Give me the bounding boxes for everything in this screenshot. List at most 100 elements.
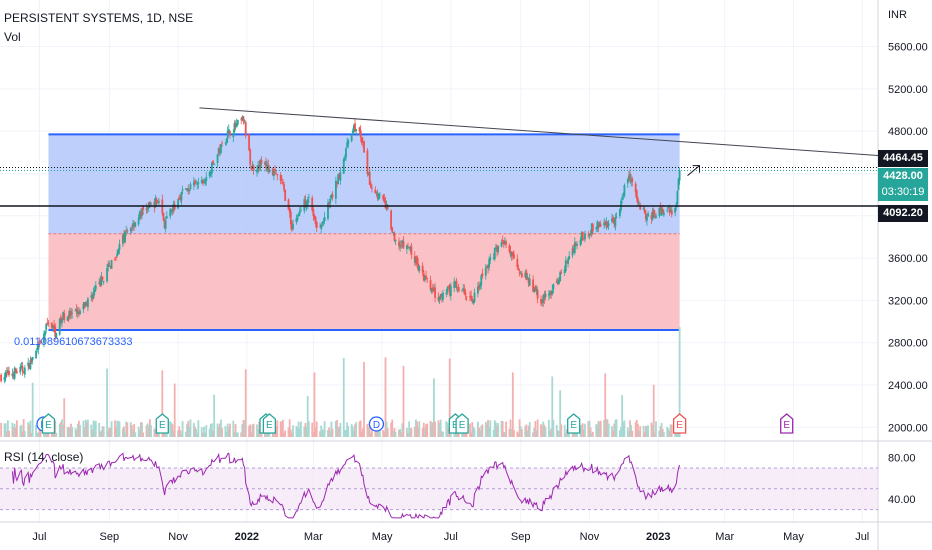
candle-body: [71, 312, 74, 314]
time-tick-label: Sep: [100, 531, 120, 543]
price-tick-label: 5200.00: [888, 84, 928, 96]
arrow-up-right-icon: [687, 165, 701, 176]
volume-bar: [509, 419, 512, 437]
candle-body: [123, 233, 125, 241]
candle-body: [534, 286, 537, 291]
volume-bar: [146, 423, 149, 437]
volume-bar: [670, 424, 673, 437]
volume-bar: [132, 430, 134, 437]
volume-bar: [378, 425, 381, 437]
candle-body: [240, 119, 243, 121]
volume-bar: [133, 423, 136, 437]
volume-bar: [38, 427, 41, 437]
candle-body: [267, 164, 270, 172]
candle-body: [4, 372, 7, 379]
volume-bar: [438, 423, 441, 437]
volume-bar: [216, 423, 219, 437]
volume-bar: [422, 422, 425, 437]
candle-body: [242, 116, 245, 122]
candle-body: [646, 216, 648, 221]
volume-bar: [229, 423, 231, 437]
zone-rectangles: [48, 133, 680, 331]
candle-body: [16, 371, 18, 373]
candle-body: [566, 261, 568, 264]
candle-body: [195, 182, 198, 184]
time-tick-label: Mar: [304, 531, 323, 543]
candle-body: [172, 203, 175, 210]
candle-body: [366, 150, 369, 175]
candle-body: [297, 213, 300, 216]
candle-body: [102, 281, 105, 282]
volume-bar: [634, 422, 637, 437]
volume-bar: [292, 425, 294, 437]
volume-bar: [284, 430, 287, 437]
candle-body: [315, 222, 318, 229]
candle-body: [28, 363, 31, 369]
candle-body: [209, 171, 212, 175]
volume-bar: [266, 430, 269, 437]
candle-body: [30, 358, 33, 362]
volume-bar: [192, 423, 195, 437]
volume-bar: [154, 429, 157, 437]
candle-body: [36, 348, 39, 351]
candle-body: [653, 215, 656, 218]
candle-body: [611, 218, 613, 222]
volume-bar: [327, 430, 329, 437]
volume-bar: [464, 432, 467, 437]
volume-bar: [647, 425, 649, 437]
candle-body: [200, 180, 203, 184]
volume-bar: [447, 427, 450, 437]
volume-bar: [650, 422, 653, 437]
volume-bar: [79, 424, 81, 437]
candle-body: [629, 173, 631, 181]
candle-body: [256, 169, 258, 173]
volume-bar: [241, 424, 244, 437]
volume-bar: [109, 428, 112, 437]
candle-body: [457, 287, 460, 292]
candle-body: [194, 180, 196, 185]
event-label: E: [570, 420, 577, 431]
candle-body: [114, 258, 116, 260]
candle-body: [639, 204, 642, 210]
candle-body: [422, 273, 425, 281]
candle-body: [342, 159, 345, 174]
volume-bar: [495, 422, 497, 437]
candle-body: [488, 259, 491, 268]
candle-body: [322, 220, 325, 222]
volume-bar: [181, 421, 184, 437]
volume-bar: [518, 419, 521, 437]
candle-body: [252, 165, 255, 171]
candle-body: [99, 280, 102, 287]
volume-bar: [298, 428, 301, 437]
volume-bar: [580, 424, 583, 437]
volume-bar: [615, 419, 618, 437]
candle-body: [306, 199, 309, 205]
candle-body: [187, 188, 190, 192]
candle-body: [311, 197, 314, 211]
candle-body: [331, 194, 334, 198]
volume-bar: [575, 432, 577, 437]
volume-bar: [94, 420, 97, 437]
time-tick-label: May: [372, 531, 393, 543]
volume-bar: [250, 432, 253, 437]
volume-bar: [551, 376, 554, 437]
volume-bar: [623, 420, 626, 437]
candle-body: [87, 298, 89, 308]
volume-bar: [408, 421, 411, 437]
volume-bar: [90, 424, 93, 437]
candle-body: [666, 210, 669, 212]
candle-body: [445, 292, 448, 294]
candle-body: [374, 189, 377, 194]
candle-body: [137, 217, 140, 225]
volume-bar: [54, 420, 57, 437]
candle-body: [313, 215, 316, 219]
candle-body: [607, 223, 610, 226]
volume-bar: [84, 419, 87, 437]
candle-body: [155, 199, 158, 203]
candle-body: [94, 285, 97, 290]
volume-bar: [169, 421, 172, 437]
volume-bar: [102, 426, 105, 437]
candle-body: [298, 210, 301, 214]
resistance-trendline: [199, 107, 879, 156]
